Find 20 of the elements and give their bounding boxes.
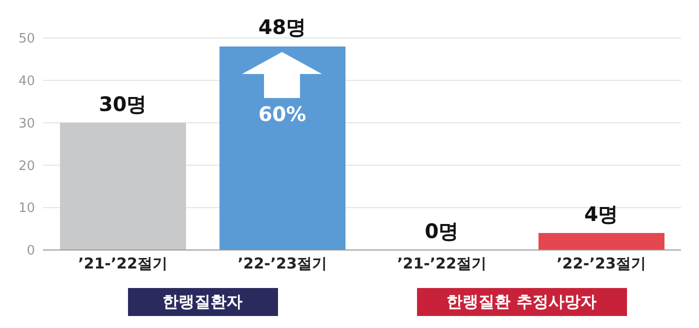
- annotation: 60%: [257, 102, 308, 126]
- x-tick-label: ’21-’22절기: [397, 254, 486, 273]
- bar: [60, 122, 186, 250]
- y-tick-label: 0: [26, 244, 35, 259]
- y-tick-label: 50: [18, 32, 35, 47]
- x-tick-label: ’21-’22절기: [78, 254, 168, 273]
- y-tick-label: 40: [18, 74, 35, 90]
- x-tick-label: ’22-’23절기: [238, 254, 327, 273]
- bar: [538, 233, 664, 250]
- data-label: 0명: [424, 218, 460, 244]
- text: 한랭질환자: [128, 288, 278, 316]
- y-tick-label: 10: [18, 201, 35, 216]
- data-label: 4명: [583, 201, 620, 228]
- x-tick-label: ’22-’23절기: [556, 254, 646, 273]
- bar: [220, 46, 346, 250]
- data-label: 48명: [257, 14, 308, 40]
- text: 한랭질환 추정사망자: [416, 288, 626, 316]
- data-label: 30명: [98, 90, 148, 117]
- y-tick-label: 30: [18, 116, 35, 132]
- y-tick-label: 20: [18, 158, 35, 174]
